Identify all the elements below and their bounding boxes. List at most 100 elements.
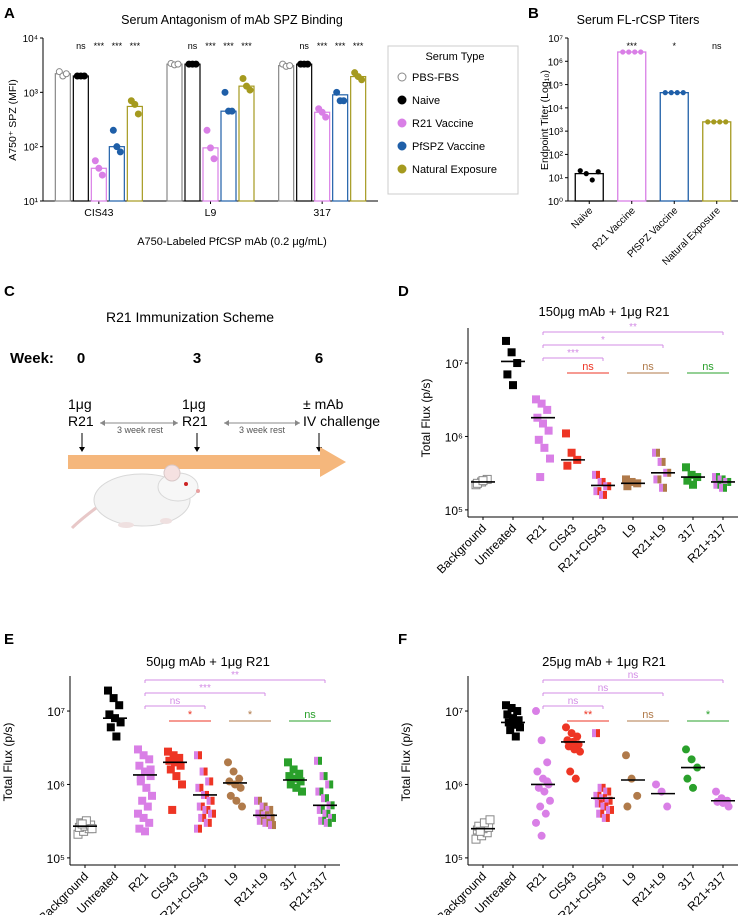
timeline-arrow (68, 447, 346, 477)
e-point-r21-l9 (265, 805, 270, 814)
d-point-r21-317 (712, 473, 716, 482)
d-point-l9 (622, 475, 630, 484)
e-point-r21-cis43-half (210, 796, 215, 805)
legend-item-r21-vaccine: R21 Vaccine (412, 118, 474, 130)
a-significance: ns (188, 41, 198, 51)
panel-a-xlabel: A750-Labeled PfCSP mAb (0.2 μg/mL) (137, 236, 327, 248)
panel-a-legend: Serum Type PBS-FBS Naive R21 Vaccine PfSPZ … (387, 45, 519, 195)
f-point-r21-cis43-half (596, 729, 600, 738)
step1-vaccine: R21 (68, 413, 94, 429)
mouse-tail (70, 506, 97, 530)
f-point-cis43 (562, 723, 570, 732)
e-point-r21-317-half (325, 794, 329, 803)
a-point-pbs-fbs (174, 60, 182, 68)
b-significance: ns (712, 41, 722, 51)
panel-d-ylabel: Total Flux (p/s) (419, 379, 433, 458)
a-point-pfspz-vaccine (228, 107, 236, 115)
panel-d-label: D (398, 283, 409, 300)
e-point-r21-317-half (319, 787, 324, 796)
a-significance: *** (241, 41, 252, 51)
e-point-r21 (139, 813, 148, 822)
e-point-r21-cis43 (202, 805, 207, 814)
e-point-r21-cis43-half (199, 783, 204, 792)
e-point-l9 (238, 802, 246, 811)
d-point-cis43 (567, 448, 576, 457)
f-point-l9 (627, 774, 636, 783)
d-pair-label: ns (582, 361, 594, 373)
a-point-naive (192, 60, 200, 68)
timepoint-ticks (79, 433, 322, 452)
f-point-r21-cis43 (606, 805, 610, 814)
f-point-untreated (513, 707, 522, 716)
a-bar-pfspz-vaccine (332, 94, 349, 202)
a-point-r21-vaccine (95, 164, 103, 172)
a-point-naive (80, 72, 88, 80)
f-point-cis43 (571, 774, 580, 783)
f-sig-label: ns (628, 670, 639, 681)
a-significance: *** (205, 41, 216, 51)
f-point-r21 (534, 783, 543, 792)
legend-swatch-natural-exposure (397, 164, 407, 174)
a-bar-naive (72, 75, 89, 202)
f-point-untreated (509, 714, 517, 723)
e-point-317 (296, 777, 305, 786)
e-point-317 (289, 765, 298, 774)
f-point-r21 (543, 758, 552, 767)
d-point-r21-cis43-half (603, 490, 607, 499)
a-significance: *** (223, 41, 234, 51)
e-point-r21 (148, 791, 156, 800)
a-point-r21-vaccine (91, 157, 99, 165)
legend-swatch-pfspz-vaccine (397, 141, 407, 151)
e-point-cis43 (164, 747, 172, 756)
f-ytick-label: 10⁶ (445, 778, 463, 792)
a-point-pfspz-vaccine (221, 88, 229, 96)
b-ytick-label: 10³ (549, 127, 564, 138)
e-point-r21-cis43 (199, 767, 204, 776)
f-point-r21 (540, 787, 549, 796)
a-ytick-label: 10¹ (24, 197, 39, 208)
e-point-cis43 (168, 805, 177, 814)
d-ytick-label: 10⁵ (445, 504, 463, 518)
f-point-r21-l9 (663, 802, 672, 811)
b-bar-r21-vaccine (617, 51, 647, 202)
f-pair-label: ns (642, 709, 654, 721)
panel-e-ylabel: Total Flux (p/s) (1, 723, 15, 802)
b-ytick-label: 10⁴ (548, 104, 563, 115)
b-point-naive (595, 169, 601, 175)
week-0: 0 (77, 350, 85, 367)
legend-item-naive: Naive (412, 95, 440, 107)
a-significance: ns (76, 41, 86, 51)
f-point-untreated (511, 732, 520, 741)
e-point-r21-cis43-half (209, 777, 214, 786)
e-point-r21-l9 (254, 796, 258, 805)
d-point-r21 (546, 454, 554, 463)
d-pair-label: ns (702, 361, 714, 373)
f-point-r21 (541, 809, 550, 818)
f-point-r21-cis43 (596, 809, 601, 818)
a-point-r21-vaccine (322, 113, 330, 121)
rest-arrows: 3 week rest 3 week rest (100, 420, 300, 435)
e-point-r21-317-half (327, 818, 332, 827)
e-point-r21-317 (328, 813, 332, 822)
e-point-r21 (136, 774, 145, 783)
panel-a-label: A (4, 5, 15, 22)
mouse-nose (196, 489, 200, 493)
e-point-r21 (134, 809, 142, 818)
a-point-pfspz-vaccine (113, 143, 121, 151)
e-point-r21 (135, 824, 144, 833)
a-point-natural-exposure (358, 76, 366, 84)
a-point-pfspz-vaccine (109, 126, 117, 134)
d-point-untreated (502, 336, 510, 345)
b-bar-naive (574, 172, 604, 202)
e-point-background (87, 824, 97, 834)
legend-item-natural-exposure: Natural Exposure (412, 164, 497, 176)
d-point-r21-317 (717, 475, 722, 484)
d-ytick-label: 10⁷ (445, 357, 463, 371)
f-point-r21 (537, 831, 546, 840)
f-point-l9 (622, 751, 630, 760)
e-point-l9 (236, 783, 245, 792)
panel-e-title: 50μg mAb + 1μg R21 (146, 654, 270, 669)
a-bar-pbs-fbs (166, 63, 183, 202)
e-point-untreated (112, 732, 121, 741)
